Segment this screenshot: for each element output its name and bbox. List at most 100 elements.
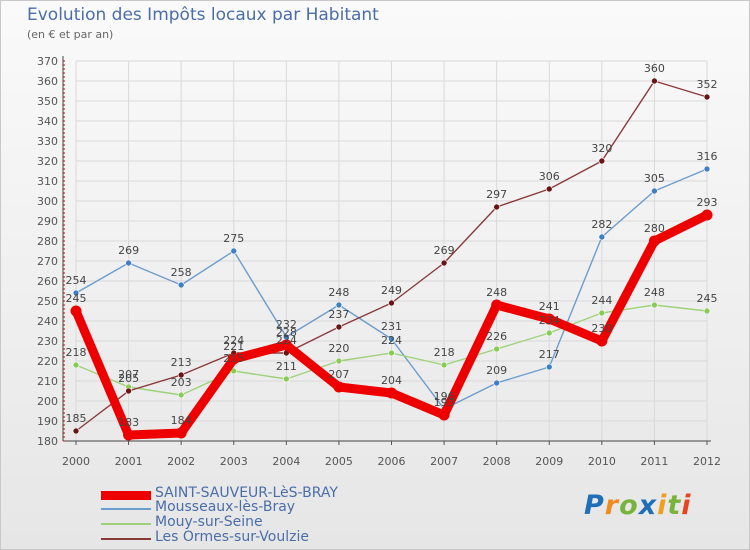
data-point xyxy=(493,203,500,211)
x-tick-label: 2008 xyxy=(483,455,511,468)
data-point xyxy=(70,305,82,317)
legend-label: SAINT-SAUVEUR-LèS-BRAY xyxy=(155,485,338,501)
data-point xyxy=(598,309,606,317)
x-tick-label: 2002 xyxy=(167,455,195,468)
chart-subtitle: (en € et par an) xyxy=(27,28,114,41)
y-tick-label: 330 xyxy=(37,135,58,148)
data-point xyxy=(388,299,395,307)
data-point xyxy=(651,301,658,309)
y-tick-label: 300 xyxy=(37,195,58,208)
data-point xyxy=(440,361,448,369)
logo-letter: r xyxy=(604,490,620,521)
x-tick-label: 2005 xyxy=(325,455,353,468)
logo-letter: x xyxy=(638,490,658,521)
y-tick-label: 280 xyxy=(37,235,58,248)
x-tick-label: 2012 xyxy=(693,455,721,468)
data-label: 293 xyxy=(697,196,718,209)
data-point xyxy=(335,323,343,331)
data-point xyxy=(177,281,185,289)
data-point xyxy=(177,391,185,399)
data-label: 207 xyxy=(118,368,139,381)
data-label: 232 xyxy=(276,318,297,331)
y-tick-label: 210 xyxy=(37,375,58,388)
data-point xyxy=(386,387,397,399)
data-label: 248 xyxy=(328,286,349,299)
data-point xyxy=(280,339,292,351)
data-label: 320 xyxy=(591,142,612,155)
data-point xyxy=(175,427,187,439)
data-label: 248 xyxy=(486,286,507,299)
logo-letter: i xyxy=(657,490,668,521)
data-label: 221 xyxy=(223,340,244,353)
data-point xyxy=(123,429,135,441)
data-label: 249 xyxy=(381,284,402,297)
data-label: 207 xyxy=(328,368,349,381)
data-label: 228 xyxy=(276,326,297,339)
legend-label: Les Ormes-sur-Voulzie xyxy=(155,529,309,545)
data-point xyxy=(230,367,238,375)
data-label: 316 xyxy=(697,150,718,163)
data-point xyxy=(596,335,608,347)
legend-label: Mousseaux-lès-Bray xyxy=(155,499,296,515)
data-point xyxy=(335,301,343,309)
series-layer xyxy=(70,77,713,441)
y-tick-label: 220 xyxy=(37,355,58,368)
data-label: 213 xyxy=(171,356,192,369)
y-tick-label: 360 xyxy=(37,75,58,88)
axis-layer: 180 190 200 210 220 230 240 250 260 270 280 290 300 3… xyxy=(37,55,721,468)
data-point xyxy=(440,259,448,267)
data-point xyxy=(491,299,503,311)
data-label: 234 xyxy=(539,314,560,327)
y-tick-label: 260 xyxy=(37,275,58,288)
data-label: 193 xyxy=(434,396,455,409)
data-point xyxy=(228,353,240,365)
data-label: 254 xyxy=(66,274,87,287)
y-tick-label: 370 xyxy=(37,55,58,68)
data-label: 224 xyxy=(223,334,244,347)
data-label: 218 xyxy=(66,346,87,359)
data-point xyxy=(545,363,553,371)
y-tick-label: 230 xyxy=(37,335,58,348)
y-tick-label: 200 xyxy=(37,395,58,408)
data-label-layer: 245 183 184 221 228 207 204 193 248 241 230 280 293 2… xyxy=(66,62,718,429)
x-tick-label: 2009 xyxy=(535,455,563,468)
proxiti-logo: Proxiti xyxy=(584,490,692,521)
legend-swatch xyxy=(101,508,151,510)
data-label: 360 xyxy=(644,62,665,75)
y-tick-label: 340 xyxy=(37,115,58,128)
data-point xyxy=(335,357,343,365)
y-tick-label: 250 xyxy=(37,295,58,308)
y-tick-label: 320 xyxy=(37,155,58,168)
data-label: 230 xyxy=(591,322,612,335)
x-tick-label: 2000 xyxy=(62,455,90,468)
data-label: 183 xyxy=(118,416,139,429)
legend-swatch xyxy=(101,523,151,525)
data-label: 224 xyxy=(381,334,402,347)
data-label: 231 xyxy=(381,320,402,333)
data-label: 196 xyxy=(434,390,455,403)
x-tick-label: 2004 xyxy=(272,455,300,468)
data-label: 237 xyxy=(328,308,349,321)
x-tick-label: 2003 xyxy=(220,455,248,468)
data-label: 244 xyxy=(591,294,612,307)
data-label: 280 xyxy=(644,222,665,235)
y-tick-label: 270 xyxy=(37,255,58,268)
data-label: 218 xyxy=(434,346,455,359)
data-label: 209 xyxy=(486,364,507,377)
data-point xyxy=(72,361,80,369)
data-label: 248 xyxy=(644,286,665,299)
y-tick-label: 290 xyxy=(37,215,58,228)
data-point xyxy=(703,165,711,173)
y-tick-label: 180 xyxy=(37,435,58,448)
data-point xyxy=(543,313,555,325)
data-label: 269 xyxy=(434,244,455,257)
data-label: 275 xyxy=(223,232,244,245)
legend-swatch xyxy=(101,538,151,540)
data-point xyxy=(72,427,80,435)
legend-label: Mouy-sur-Seine xyxy=(155,514,263,530)
data-point xyxy=(438,409,450,421)
data-point xyxy=(230,247,238,255)
data-label: 282 xyxy=(591,218,612,231)
